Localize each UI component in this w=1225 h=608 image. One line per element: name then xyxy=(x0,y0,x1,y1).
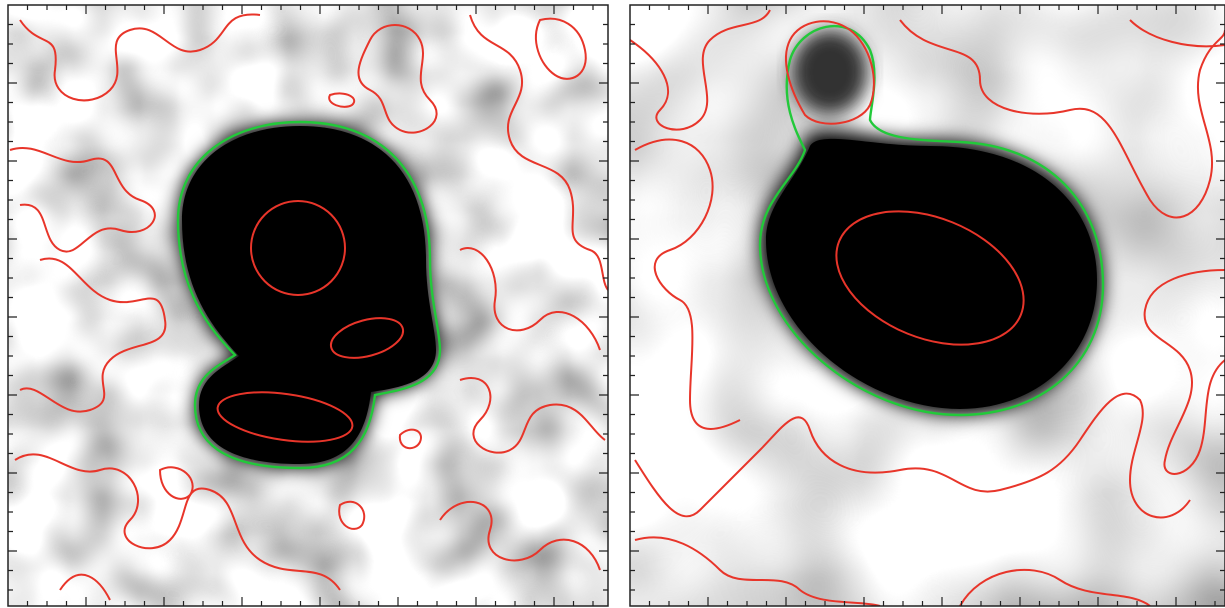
right-panel xyxy=(630,5,1225,606)
scene xyxy=(0,0,1225,608)
page: Contour panels {} html, body { margin: 0… xyxy=(0,0,1225,608)
companion-source xyxy=(792,30,868,114)
left-panel xyxy=(8,5,608,606)
body: (() => { const data = JSON.parse(documen… xyxy=(0,0,1225,608)
